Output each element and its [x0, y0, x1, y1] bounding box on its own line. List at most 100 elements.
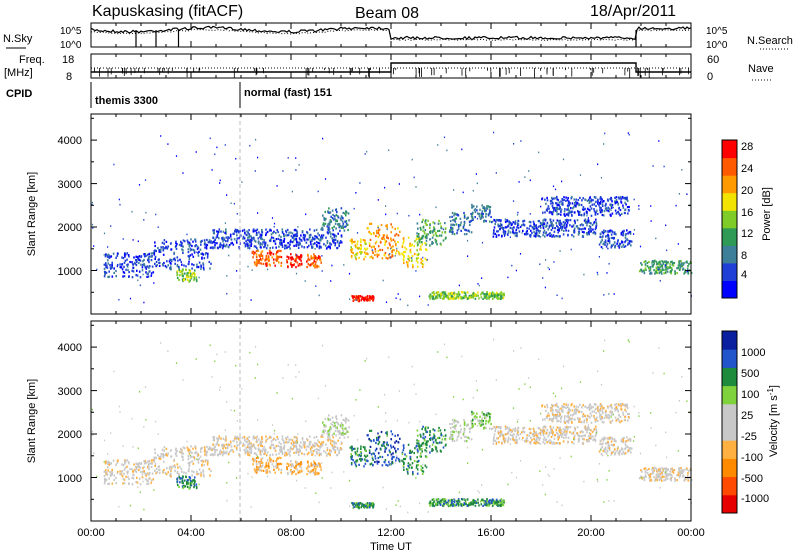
power-cell: [620, 241, 623, 244]
velocity-cell: [272, 460, 275, 463]
power-cell: [281, 245, 284, 248]
velocity-cell: [328, 433, 330, 436]
power-cell: [251, 269, 253, 271]
power-cell: [601, 230, 604, 234]
velocity-cell: [276, 464, 279, 467]
power-cell: [327, 211, 330, 214]
velocity-cell: [181, 470, 183, 473]
power-cell: [514, 221, 516, 224]
velocity-cell: [567, 426, 570, 429]
velocity-cell: [326, 432, 329, 435]
power-cell: [188, 243, 191, 246]
velocity-cell: [451, 435, 454, 438]
power-cell: [603, 241, 606, 244]
power-cell: [640, 268, 642, 271]
power-cell: [351, 242, 353, 245]
power-cell: [477, 294, 479, 297]
power-cell: [487, 205, 490, 208]
power-cell: [595, 218, 597, 221]
power-cell: [272, 240, 275, 243]
velocity-cell: [306, 445, 308, 448]
power-cell: [605, 235, 607, 238]
power-cell: [495, 218, 498, 222]
power-cell: [435, 206, 437, 209]
velocity-cell: [192, 455, 195, 458]
power-cell: [227, 236, 229, 239]
power-cell: [425, 234, 428, 238]
velocity-cell: [374, 449, 377, 452]
power-cell: [350, 249, 352, 252]
velocity-cell: [462, 432, 465, 435]
power-cell: [390, 247, 392, 250]
power-cell: [299, 241, 301, 244]
power-cell: [397, 241, 399, 244]
power-cell: [500, 223, 503, 226]
velocity-cell: [178, 475, 181, 478]
velocity-cell: [422, 432, 425, 435]
power-cell: [154, 255, 157, 258]
velocity-cell: [259, 465, 262, 468]
power-cell: [440, 243, 442, 246]
velocity-cell: [247, 438, 249, 441]
velocity-cell: [205, 452, 208, 455]
velocity-cell: [294, 467, 297, 470]
power-cell: [593, 203, 595, 206]
power-cell: [568, 203, 571, 207]
velocity-cell: [411, 466, 413, 469]
velocity-cell: [567, 436, 570, 439]
power-cell: [560, 200, 562, 203]
power-cell: [395, 242, 397, 246]
power-cell: [105, 271, 108, 274]
power-cell: [466, 291, 469, 294]
velocity-cell: [452, 430, 454, 433]
velocity-cell: [269, 446, 272, 450]
power-cell: [481, 204, 483, 207]
power-cell: [163, 261, 165, 265]
velocity-cell: [299, 445, 301, 448]
power-cell: [182, 275, 184, 278]
velocity-cell: [417, 459, 420, 462]
power-cell: [603, 214, 605, 217]
power-cell: [425, 243, 428, 246]
power-cell: [333, 218, 335, 221]
power-cell: [160, 246, 162, 249]
power-cell: [385, 240, 388, 243]
power-cell: [434, 232, 437, 235]
power-cell: [219, 179, 221, 182]
power-cell: [463, 295, 466, 298]
power-cell: [236, 213, 238, 215]
power-cell: [550, 233, 553, 236]
power-cell: [340, 241, 343, 244]
power-cell: [279, 241, 281, 244]
velocity-cell: [579, 431, 582, 434]
power-cell: [614, 246, 616, 249]
power-cell: [481, 210, 484, 213]
power-cell: [356, 243, 359, 246]
power-cell: [509, 236, 511, 238]
power-cell: [337, 223, 339, 226]
power-cell: [420, 261, 422, 264]
velocity-cell: [188, 469, 190, 473]
velocity-cell: [131, 476, 133, 479]
velocity-cell: [296, 468, 299, 471]
power-cell: [483, 208, 486, 211]
power-cell: [658, 261, 660, 264]
power-cell: [580, 228, 582, 231]
power-cell: [164, 264, 167, 268]
power-cell: [246, 243, 248, 246]
power-cell: [330, 232, 332, 235]
velocity-cell: [342, 433, 344, 437]
power-cell: [143, 263, 145, 266]
power-cell: [671, 263, 674, 266]
velocity-cell: [174, 466, 176, 469]
power-cell: [460, 229, 462, 232]
velocity-cell: [407, 443, 410, 446]
power-cell: [261, 254, 264, 257]
power-cell: [677, 266, 680, 270]
velocity-cell: [327, 439, 329, 442]
power-cell: [340, 219, 342, 222]
power-cell: [578, 227, 581, 230]
velocity-cell: [289, 447, 292, 450]
power-cell: [425, 248, 428, 252]
power-cell: [181, 244, 183, 248]
